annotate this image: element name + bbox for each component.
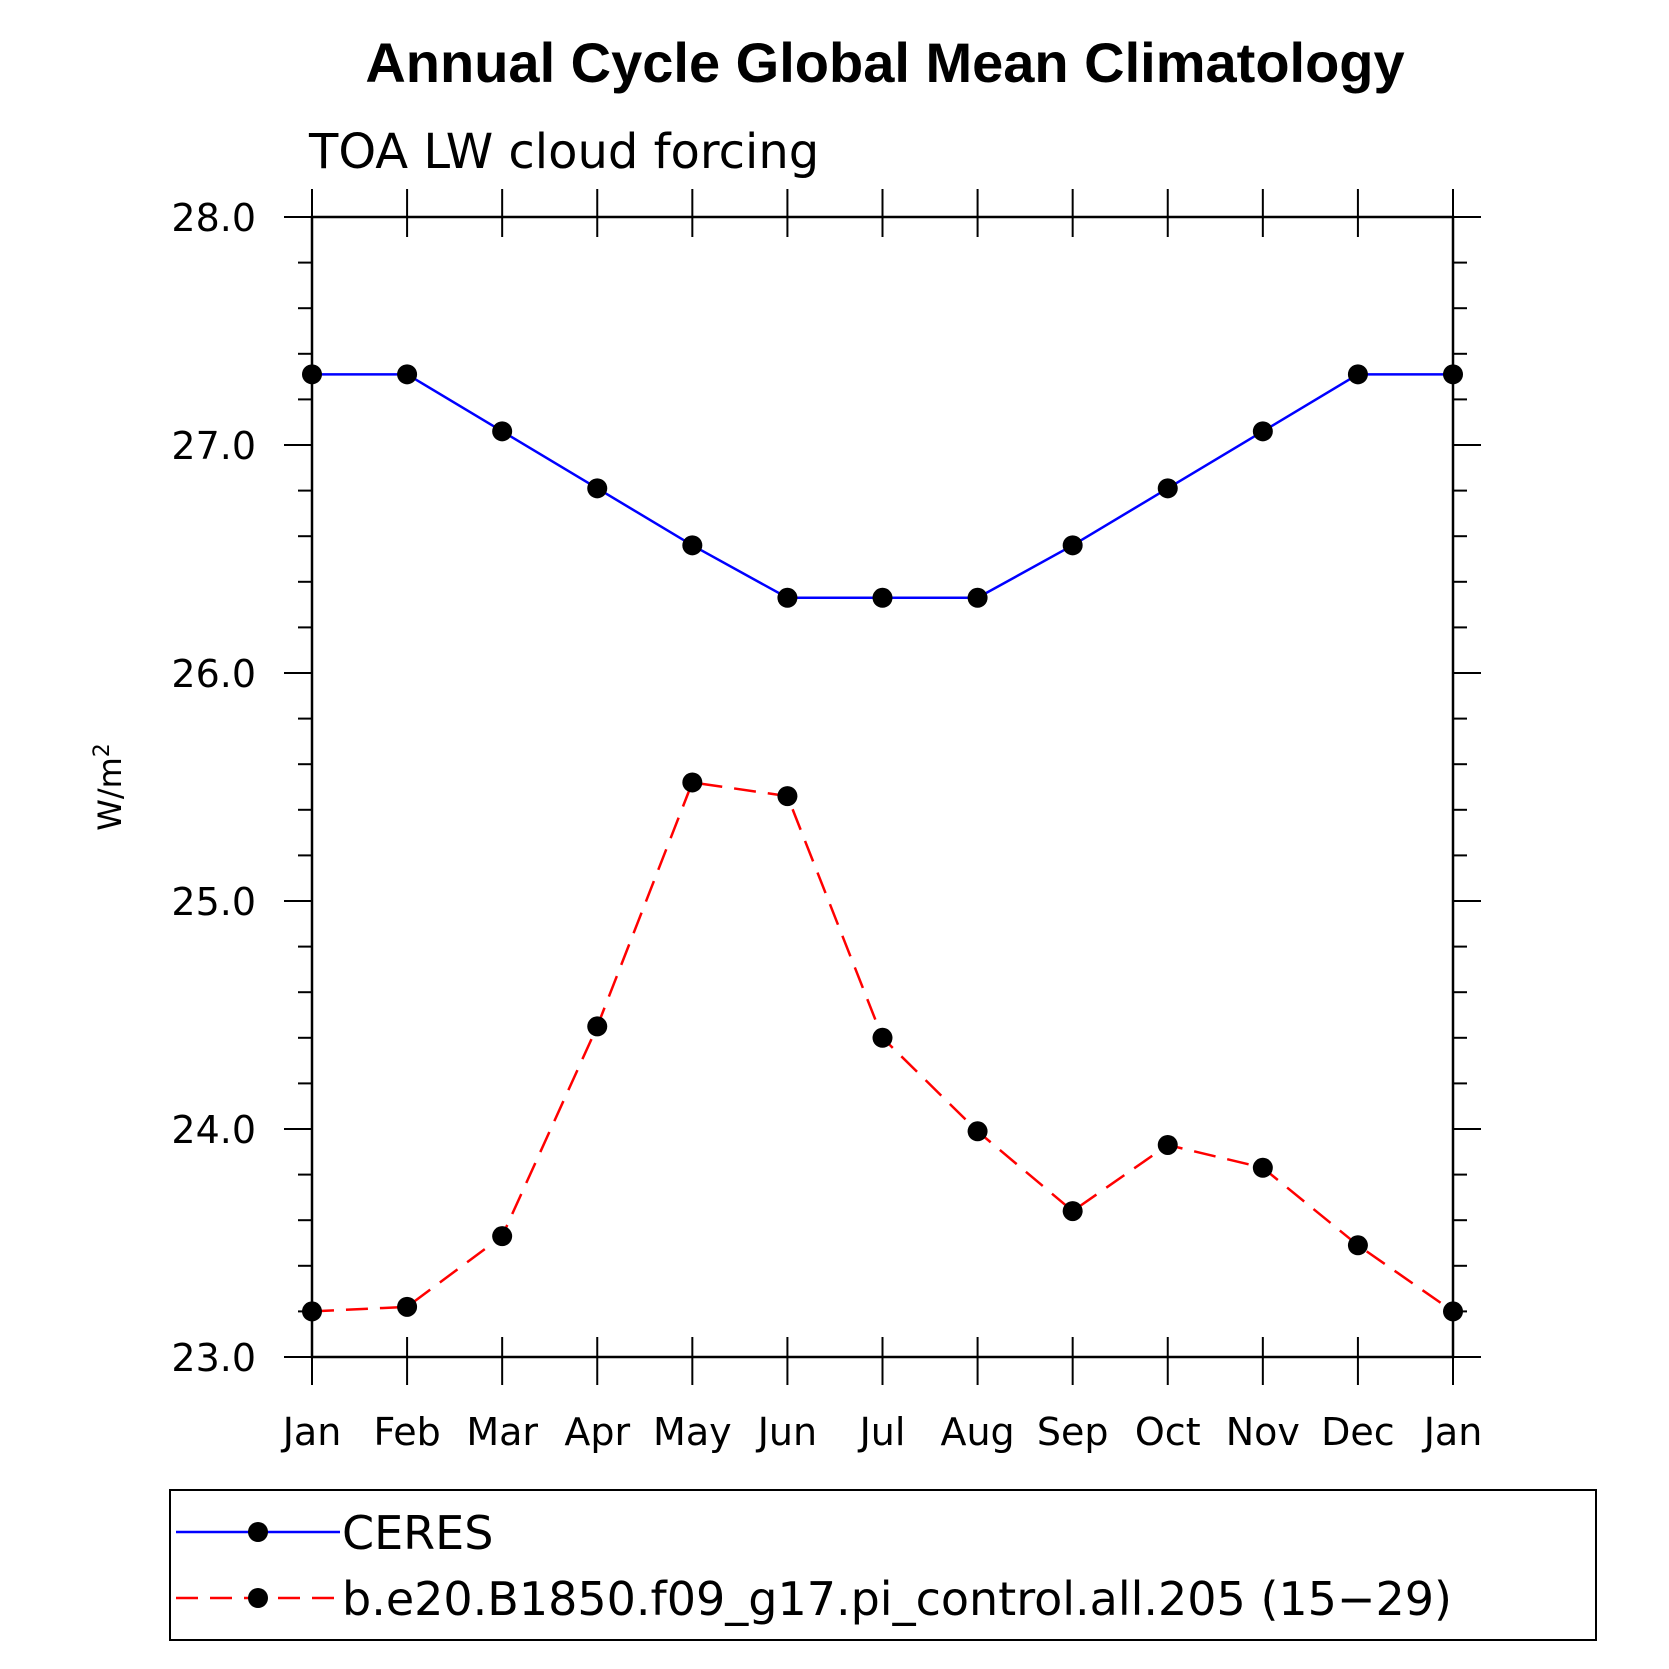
series-1-point [967,1121,988,1142]
x-tick-label: Aug [940,1410,1014,1454]
series-line-0 [312,373,1453,600]
series-1-point [397,1296,418,1317]
series-1-point [682,772,703,793]
series-1-point [302,1301,322,1322]
series-0-point [682,535,703,556]
x-tick-label: Feb [373,1410,440,1454]
y-tick-label: 27.0 [171,424,256,468]
chart-title: Annual Cycle Global Mean Climatology [365,31,1404,94]
series-1-point [1252,1157,1273,1178]
series-1-point [777,786,798,807]
y-axis-label-superscript: 2 [90,743,115,757]
series-0-point [1443,364,1463,385]
y-tick-label: 23.0 [171,1336,256,1380]
y-tick-label: 24.0 [171,1108,256,1152]
y-axis-label: W/m2 [90,743,129,831]
series-0-point [1062,535,1083,556]
x-tick-label: Oct [1135,1410,1201,1454]
series-0-point [777,587,798,608]
x-tick-label: Sep [1037,1410,1109,1454]
y-axis-ticks: 23.0 24.0 25.0 26.0 27.0 28.0 [171,196,1481,1380]
x-tick-label: Jan [1422,1410,1483,1454]
series-1-point [1062,1201,1083,1222]
legend-marker-model [248,1588,268,1608]
series-0-point [872,587,893,608]
x-tick-label: May [653,1410,732,1454]
y-tick-label: 25.0 [171,880,256,924]
legend-label-ceres: CERES [342,1506,493,1560]
series-1-point [587,1016,608,1037]
x-tick-label: Nov [1226,1410,1300,1454]
y-tick-label: 26.0 [171,652,256,696]
series-0-point [1157,478,1178,499]
series-1-point [492,1226,513,1247]
x-tick-label: Jan [281,1410,342,1454]
chart-subtitle: TOA LW cloud forcing [308,124,819,180]
legend-box [169,1489,1597,1641]
legend-marker-ceres [248,1522,268,1542]
series-0-point [967,587,988,608]
series-0-point [397,364,418,385]
series-1-point [1157,1134,1178,1155]
x-tick-label: Dec [1321,1410,1395,1454]
y-axis-label-base: W/m [91,757,129,831]
x-axis-ticks: Jan Feb Mar Apr May Jun Jul Aug Sep Oct Nov Dec Jan [281,189,1483,1454]
legend-label-model: b.e20.B1850.f09_g17.pi_control.all.205 (… [342,1572,1452,1626]
legend: CERES b.e20.B1850.f09_g17.pi_control.all… [169,1489,1597,1641]
series-0-point [1252,421,1273,442]
y-tick-label: 28.0 [171,196,256,240]
series-0-point [302,364,322,385]
x-tick-label: Mar [466,1410,538,1454]
series-0-point [1347,364,1368,385]
series-1-point [1443,1301,1463,1322]
x-tick-label: Apr [564,1410,630,1454]
series-1-point [872,1027,893,1048]
series-layer [302,364,1463,1322]
series-0-point [492,421,513,442]
plot-frame [310,215,1455,1359]
series-1-point [1347,1235,1368,1256]
x-tick-label: Jul [858,1410,906,1454]
series-0-point [587,478,608,499]
x-tick-label: Jun [756,1410,817,1454]
